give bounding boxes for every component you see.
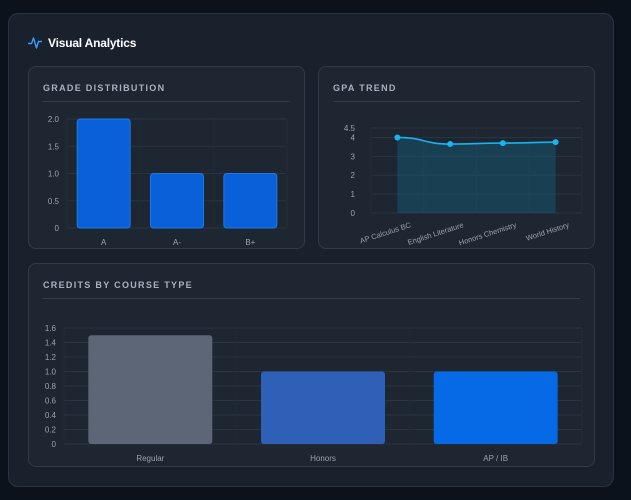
credits-y-tick-label: 1.4 bbox=[45, 339, 57, 348]
grade-bar bbox=[150, 173, 204, 229]
gpa-y-tick-label: 1 bbox=[351, 190, 356, 199]
credits-by-course-type-chart: 0 0.2 0.4 0.6 0.8 1.0 1.2 1.4 1.6 Regular Honors AP… bbox=[45, 324, 583, 463]
credits-y-tick-label: 1.2 bbox=[45, 353, 57, 362]
credits-x-tick-label: Regular bbox=[136, 454, 164, 463]
credits-by-course-type-card: CREDITS BY COURSE TYPE 0 0.2 0.4 0.6 0.8 1.0 1… bbox=[28, 263, 595, 467]
credits-y-tick-label: 0.2 bbox=[45, 426, 57, 435]
gpa-trend-title: GPA TREND bbox=[333, 83, 397, 93]
gpa-y-tick-label: 4.5 bbox=[344, 124, 356, 133]
credits-x-tick-label: AP / IB bbox=[483, 454, 508, 463]
gpa-line bbox=[397, 136, 556, 145]
visual-analytics-panel: Visual Analytics GRADE DISTRIBUTION 0 0.5… bbox=[8, 13, 614, 487]
gpa-x-tick-label: English Literature bbox=[406, 220, 464, 247]
credits-y-tick-label: 0.4 bbox=[45, 411, 57, 420]
gpa-y-tick-label: 0 bbox=[351, 209, 356, 218]
grade-y-tick-label: 2.0 bbox=[48, 115, 60, 124]
gpa-point bbox=[499, 140, 506, 147]
credits-x-tick-label: Honors bbox=[310, 454, 336, 463]
credits-bar bbox=[88, 335, 213, 444]
card-divider bbox=[43, 101, 290, 102]
grade-y-tick-label: 0.5 bbox=[48, 197, 60, 206]
gpa-y-tick-label: 2 bbox=[351, 171, 356, 180]
credits-y-tick-label: 0.6 bbox=[45, 397, 57, 406]
card-divider bbox=[333, 101, 580, 102]
gpa-point bbox=[447, 141, 454, 148]
gpa-y-tick-label: 3 bbox=[351, 152, 356, 161]
credits-y-tick-label: 0 bbox=[52, 440, 57, 449]
gpa-area bbox=[397, 137, 556, 213]
credits-bar bbox=[433, 371, 558, 444]
credits-bar bbox=[261, 371, 385, 444]
panel-header: Visual Analytics bbox=[28, 36, 136, 50]
card-divider bbox=[43, 298, 580, 299]
credits-y-tick-label: 1.0 bbox=[45, 368, 57, 377]
grade-distribution-title: GRADE DISTRIBUTION bbox=[43, 83, 166, 93]
grade-distribution-card: GRADE DISTRIBUTION 0 0.5 1.0 1.5 2.0 A A- B+ bbox=[28, 66, 305, 249]
gpa-x-tick-label: World History bbox=[525, 220, 571, 243]
gpa-point bbox=[394, 134, 401, 141]
grade-y-tick-label: 0 bbox=[55, 224, 60, 233]
grade-x-tick-label: B+ bbox=[245, 238, 255, 247]
credits-by-course-type-title: CREDITS BY COURSE TYPE bbox=[43, 280, 193, 290]
grade-bar bbox=[223, 173, 278, 229]
grade-y-tick-label: 1.0 bbox=[48, 170, 60, 179]
grade-bar bbox=[76, 118, 131, 229]
gpa-point bbox=[552, 139, 559, 146]
grade-distribution-chart: 0 0.5 1.0 1.5 2.0 A A- B+ bbox=[48, 115, 288, 247]
gpa-x-tick-label: Honors Chemistry bbox=[458, 220, 518, 247]
gpa-trend-card: GPA TREND 0 1 2 3 4 4.5 AP Calculus BC English … bbox=[318, 66, 595, 249]
grade-y-tick-label: 1.5 bbox=[48, 142, 60, 151]
grade-x-tick-label: A- bbox=[173, 238, 181, 247]
grade-x-tick-label: A bbox=[101, 238, 107, 247]
gpa-y-tick-label: 4 bbox=[351, 133, 356, 142]
credits-y-tick-label: 1.6 bbox=[45, 324, 57, 333]
gpa-x-tick-label: AP Calculus BC bbox=[359, 220, 413, 245]
activity-icon bbox=[28, 37, 42, 49]
panel-title: Visual Analytics bbox=[48, 36, 137, 50]
credits-y-tick-label: 0.8 bbox=[45, 382, 57, 391]
